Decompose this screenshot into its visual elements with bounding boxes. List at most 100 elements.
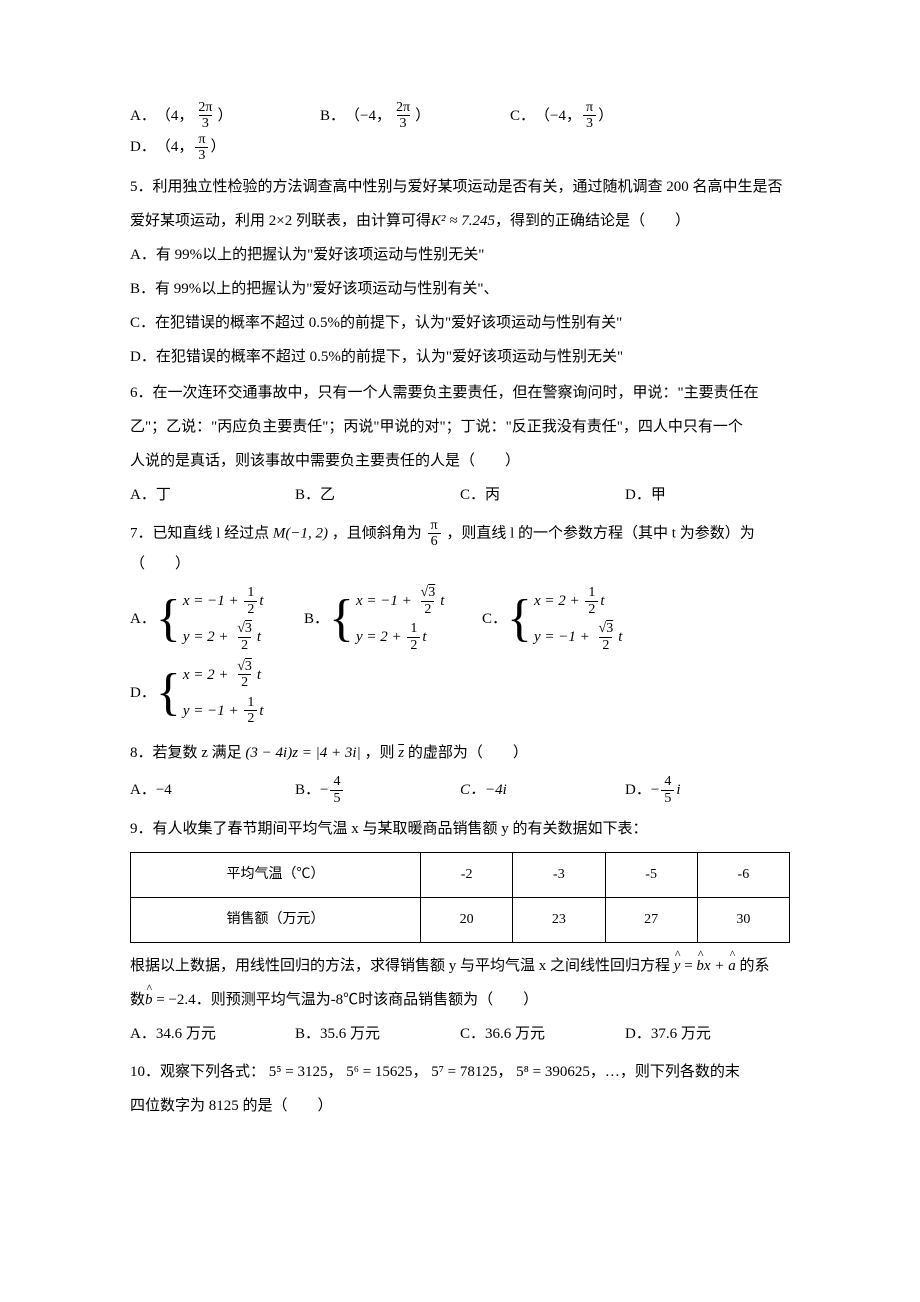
q9-stem: 9．有人收集了春节期间平均气温 x 与某取暖商品销售额 y 的有关数据如下表：	[130, 814, 790, 844]
q6-opt-c: C．丙	[460, 480, 625, 510]
q7-opt-c: C． { x = 2 + 12t y = −1 + √32t	[482, 585, 654, 653]
frac: π6	[428, 518, 441, 550]
q5-line1: 5．利用独立性检验的方法调查高中性别与爱好某项运动是否有关，通过随机调查 200…	[130, 172, 790, 202]
text: 则下列各数的末	[635, 1064, 740, 1080]
text: ．则预测平均气温为-8℃时该商品销售额为（ ）	[196, 992, 539, 1008]
brace-icon: {	[156, 659, 181, 727]
label: C．	[482, 604, 507, 634]
q9-opt-d: D．37.6 万元	[625, 1019, 790, 1049]
q6-line3: 人说的是真话，则该事故中需要负主要责任的人是（ ）	[130, 446, 790, 476]
q9-opt-a: A．34.6 万元	[130, 1019, 295, 1049]
val: ）	[598, 102, 613, 131]
text: 的虚部为（ ）	[408, 745, 528, 761]
q7-opt-b: B． { x = −1 + √32t y = 2 + 12t	[304, 585, 476, 653]
yhat: y	[674, 951, 681, 981]
point: M(−1, 2)	[273, 525, 328, 541]
val: ）	[217, 102, 232, 131]
eq: x = 2 +	[183, 660, 229, 690]
p1: 5⁵ = 3125	[269, 1064, 328, 1080]
q5-opt-b: B．有 99%以上的把握认为"爱好该项运动与性别有关"、	[130, 274, 790, 304]
brace: { x = −1 + 12t y = 2 + √32t	[156, 585, 264, 653]
text: ，则	[364, 745, 394, 761]
p4: 5⁸ = 390625	[516, 1064, 590, 1080]
t: t	[257, 622, 261, 652]
q6-opt-d: D．甲	[625, 480, 790, 510]
cell: 20	[421, 898, 513, 943]
eq: x = −1 +	[183, 586, 239, 616]
label: B．	[320, 102, 345, 131]
q5-line2: 爱好某项运动，利用 2×2 列联表，由计算可得K² ≈ 7.245，得到的正确结…	[130, 206, 790, 236]
q8-stem: 8．若复数 z 满足 (3 − 4i)z = |4 + 3i| ，则 z 的虚部…	[130, 738, 790, 768]
text: ，且倾斜角为	[332, 525, 422, 541]
q9-opt-b: B．35.6 万元	[295, 1019, 460, 1049]
brace-icon: {	[507, 585, 532, 653]
val: C．−4i	[460, 775, 507, 805]
text: 8．若复数 z 满足	[130, 745, 242, 761]
q7: 7．已知直线 l 经过点 M(−1, 2) ，且倾斜角为 π6 ，则直线 l 的…	[130, 518, 790, 727]
q7-stem: 7．已知直线 l 经过点 M(−1, 2) ，且倾斜角为 π6 ，则直线 l 的…	[130, 518, 790, 580]
frac: 12	[244, 585, 257, 617]
t: t	[422, 622, 426, 652]
frac: 12	[407, 621, 420, 653]
eq: y = −1 +	[534, 622, 590, 652]
q9-line3: 数b = −2.4．则预测平均气温为-8℃时该商品销售额为（ ）	[130, 985, 790, 1015]
table-row: 平均气温（℃） -2 -3 -5 -6	[131, 853, 790, 898]
frac: 12	[244, 695, 257, 727]
t: t	[618, 622, 622, 652]
label: D．	[130, 678, 156, 708]
q5-opt-d: D．在犯错误的概率不超过 0.5%的前提下，认为"爱好该项运动与性别无关"	[130, 342, 790, 372]
val: （−4，	[345, 102, 391, 131]
label: B．	[295, 775, 320, 805]
content: x = 2 + √32t y = −1 + 12t	[183, 659, 264, 727]
q6-line1: 6．在一次连环交通事故中，只有一个人需要负主要责任，但在警察询问时，甲说："主要…	[130, 378, 790, 408]
q5: 5．利用独立性检验的方法调查高中性别与爱好某项运动是否有关，通过随机调查 200…	[130, 172, 790, 372]
frac: √32	[418, 585, 439, 617]
q6-line2: 乙"；乙说："丙应负主要责任"；丙说"甲说的对"；丁说："反正我没有责任"，四人…	[130, 412, 790, 442]
cell: 30	[697, 898, 789, 943]
frac: 12	[585, 585, 598, 617]
cell: -5	[605, 853, 697, 898]
q8: 8．若复数 z 满足 (3 − 4i)z = |4 + 3i| ，则 z 的虚部…	[130, 738, 790, 806]
q6: 6．在一次连环交通事故中，只有一个人需要负主要责任，但在警察询问时，甲说："主要…	[130, 378, 790, 510]
eq: =	[680, 958, 696, 974]
val: （4，	[156, 133, 194, 162]
q9-options: A．34.6 万元 B．35.6 万元 C．36.6 万元 D．37.6 万元	[130, 1019, 790, 1049]
text: ，得到的正确结论是（ ）	[495, 213, 690, 229]
dots: ，…，	[590, 1064, 635, 1080]
eq: = −2.4	[153, 992, 196, 1008]
val: ）	[210, 133, 225, 162]
text: 10．观察下列各式：	[130, 1064, 265, 1080]
q8-opt-a: A．−4	[130, 774, 295, 806]
frac: 45	[330, 774, 343, 806]
label: D．	[130, 133, 156, 162]
q9-table: 平均气温（℃） -2 -3 -5 -6 销售额（万元） 20 23 27 30	[130, 852, 790, 943]
val: ）	[415, 102, 430, 131]
q4-options: A． （4， 2π3 ） B． （−4， 2π3 ） C． （−4， π3 ） …	[130, 100, 790, 164]
q6-options: A．丁 B．乙 C．丙 D．甲	[130, 480, 790, 510]
eq: x = −1 +	[356, 586, 412, 616]
cell: -3	[513, 853, 605, 898]
cell: -6	[697, 853, 789, 898]
x: x +	[704, 958, 728, 974]
q8-opt-c: C．−4i	[460, 774, 625, 806]
eq: (3 − 4i)z = |4 + 3i|	[245, 745, 360, 761]
q4-opt-a: A． （4， 2π3 ）	[130, 100, 320, 132]
table-row: 销售额（万元） 20 23 27 30	[131, 898, 790, 943]
brace: { x = −1 + √32t y = 2 + 12t	[329, 585, 444, 653]
frac: √32	[234, 621, 255, 653]
eq: y = 2 +	[356, 622, 402, 652]
bhat: b	[145, 985, 153, 1015]
q6-opt-b: B．乙	[295, 480, 460, 510]
q7-opt-d: D． { x = 2 + √32t y = −1 + 12t	[130, 659, 270, 727]
content: x = −1 + √32t y = 2 + 12t	[356, 585, 444, 653]
q5-opt-c: C．在犯错误的概率不超过 0.5%的前提下，认为"爱好该项运动与性别有关"	[130, 308, 790, 338]
q9-opt-c: C．36.6 万元	[460, 1019, 625, 1049]
content: x = 2 + 12t y = −1 + √32t	[534, 585, 622, 653]
t: t	[259, 586, 263, 616]
cell: 27	[605, 898, 697, 943]
frac: 45	[661, 774, 674, 806]
t: t	[440, 586, 444, 616]
q8-options: A．−4 B． − 45 C．−4i D． − 45 i	[130, 774, 790, 806]
cell: 销售额（万元）	[131, 898, 421, 943]
eq: y = −1 +	[183, 696, 239, 726]
